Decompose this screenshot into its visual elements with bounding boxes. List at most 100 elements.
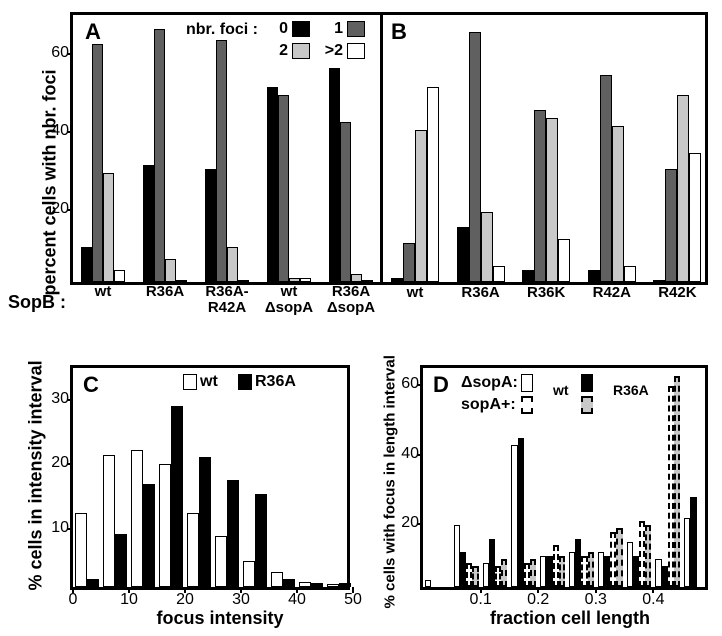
bar-wt	[299, 582, 311, 587]
bar	[481, 212, 493, 282]
ytick-label: 30	[47, 390, 73, 408]
bar	[267, 87, 278, 282]
xtick-label: 40	[288, 587, 306, 609]
legend-swatch	[521, 374, 533, 392]
bar	[645, 525, 651, 587]
bar-wt	[215, 536, 227, 587]
panel-d: D 2040600.10.20.30.4ΔsopA:wtR36AsopA+:	[420, 365, 708, 590]
figure: percent cells with nbr. foci A 204060nbr…	[0, 0, 722, 636]
panel-a: A 204060nbr. foci :012>2wtR36AR36A-R42Aw…	[70, 12, 380, 285]
bar-r36a	[227, 480, 239, 587]
bar	[534, 110, 546, 282]
bar	[103, 173, 114, 282]
xtick-label: 10	[120, 587, 138, 609]
bar	[677, 95, 689, 282]
bar	[472, 566, 478, 587]
xtick-label: 0.3	[585, 587, 607, 609]
bar	[588, 270, 600, 282]
bar	[674, 376, 680, 587]
legend-swatch	[347, 21, 365, 37]
bar	[665, 169, 677, 282]
bar-r36a	[283, 579, 295, 587]
legend-r36a: R36A	[613, 382, 649, 398]
bar	[689, 153, 701, 282]
xtick-label: R36AΔsopA	[327, 282, 375, 316]
xtick-label: 0	[69, 587, 78, 609]
xtick-label: 0.4	[642, 587, 664, 609]
bar-r36a	[87, 579, 99, 587]
bar	[205, 169, 216, 282]
ytick-label: 40	[397, 445, 423, 463]
legend-swatch	[292, 21, 310, 37]
bar	[469, 32, 481, 282]
panel-c: C 10203001020304050wtR36A	[70, 365, 350, 590]
bar-wt	[159, 464, 171, 587]
bar	[493, 266, 505, 282]
bar	[216, 40, 227, 282]
xtick-label: R42A	[593, 282, 631, 301]
panel-b-label: B	[391, 19, 407, 45]
ytick-label: 20	[43, 200, 73, 218]
bar	[501, 559, 507, 587]
legend-title: nbr. foci :	[186, 21, 258, 39]
bar-r36a	[311, 583, 323, 587]
legend-swatch	[292, 43, 310, 59]
bar-r36a	[115, 534, 127, 587]
xtick-label: R36K	[527, 282, 565, 301]
bar	[154, 29, 165, 283]
bar	[457, 227, 469, 282]
panel-c-xlabel: focus intensity	[130, 608, 310, 629]
legend-swatch	[581, 396, 593, 414]
bar	[558, 239, 570, 282]
legend-label: R36A	[255, 373, 296, 391]
xtick-label: 0.1	[469, 587, 491, 609]
bar	[165, 259, 176, 282]
bar	[624, 266, 636, 282]
bar	[114, 270, 125, 282]
legend-label: >2	[325, 42, 343, 60]
panel-a-label: A	[85, 19, 101, 45]
bar	[425, 580, 431, 587]
legend-swatch	[238, 374, 252, 390]
xtick-label: R42K	[658, 282, 696, 301]
bar-wt	[131, 450, 143, 587]
bar	[340, 122, 351, 282]
bar	[600, 75, 612, 282]
panel-b: B wtR36AR36KR42AR42K	[380, 12, 708, 285]
bar-wt	[187, 513, 199, 587]
bar-wt	[327, 584, 339, 587]
legend-sopA: sopA+:	[461, 396, 516, 414]
panel-c-ylabel: % cells in intensity interval	[26, 371, 47, 591]
ytick-label: 20	[47, 454, 73, 472]
bar	[427, 87, 439, 282]
ytick-label: 40	[43, 122, 73, 140]
xtick-label: wt	[95, 282, 112, 300]
xtick-label: 0.2	[527, 587, 549, 609]
panel-d-ylabel: % cells with focus in length interval	[382, 349, 399, 609]
bar	[391, 278, 403, 282]
ytick-label: 10	[47, 519, 73, 537]
legend-dsopA: ΔsopA:	[461, 374, 518, 392]
bar	[81, 247, 92, 282]
bar	[415, 130, 427, 282]
bar	[522, 270, 534, 282]
sopb-label: SopB :	[8, 292, 66, 313]
bar	[588, 552, 594, 587]
ytick-label: 60	[43, 44, 73, 62]
legend-wt: wt	[553, 382, 569, 398]
ytick-label: 60	[397, 375, 423, 393]
bar-r36a	[143, 484, 155, 587]
xtick-label: 30	[232, 587, 250, 609]
bar-wt	[243, 561, 255, 587]
bar-wt	[103, 455, 115, 587]
legend-swatch	[521, 396, 533, 414]
bar	[690, 497, 696, 587]
bar	[403, 243, 415, 282]
bar	[559, 556, 565, 587]
legend-swatch	[581, 374, 593, 392]
legend-label: wt	[200, 373, 218, 391]
panel-d-label: D	[433, 372, 449, 398]
xtick-label: wtΔsopA	[265, 282, 313, 316]
legend-swatch	[347, 43, 365, 59]
xtick-label: 20	[176, 587, 194, 609]
